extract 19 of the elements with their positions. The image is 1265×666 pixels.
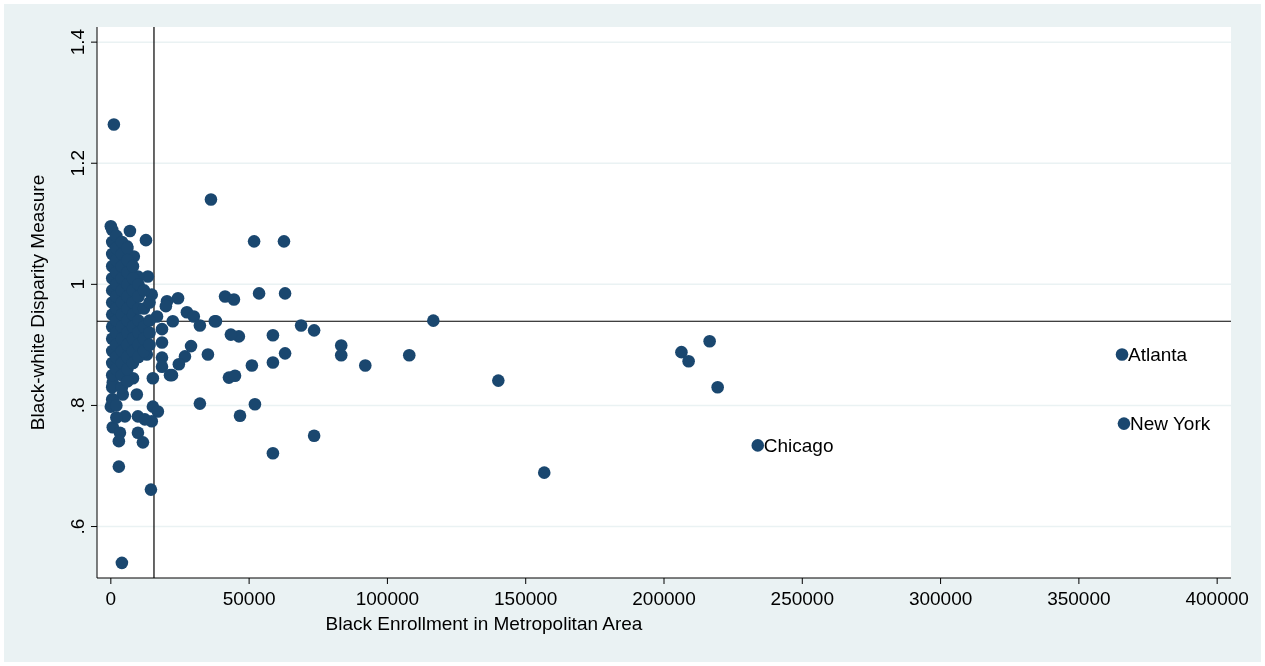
x-tick-label: 300000 bbox=[908, 588, 973, 609]
x-tick-label: 200000 bbox=[632, 588, 696, 609]
y-tick-label: 1.4 bbox=[67, 28, 88, 56]
annotation: New York bbox=[1129, 413, 1211, 435]
x-axis-title: Black Enrollment in Metropolitan Area bbox=[325, 613, 643, 634]
y-tick-label: .8 bbox=[67, 397, 88, 414]
x-tick-label: 100000 bbox=[355, 588, 420, 609]
x-tick-label: 50000 bbox=[222, 588, 276, 609]
x-tick-label: 0 bbox=[105, 588, 117, 609]
annotation: Atlanta bbox=[1128, 344, 1188, 366]
x-tick-label: 350000 bbox=[1047, 588, 1111, 609]
y-axis-title: Black-white Disparity Measure bbox=[27, 174, 48, 431]
x-tick-label: 150000 bbox=[494, 588, 558, 609]
y-tick-label: .6 bbox=[67, 518, 88, 535]
y-tick-label: 1.2 bbox=[67, 150, 88, 177]
x-tick-label: 400000 bbox=[1185, 588, 1249, 609]
y-tick-label: 1 bbox=[67, 279, 88, 290]
x-tick-label: 250000 bbox=[770, 588, 834, 609]
annotation: Chicago bbox=[763, 435, 834, 457]
